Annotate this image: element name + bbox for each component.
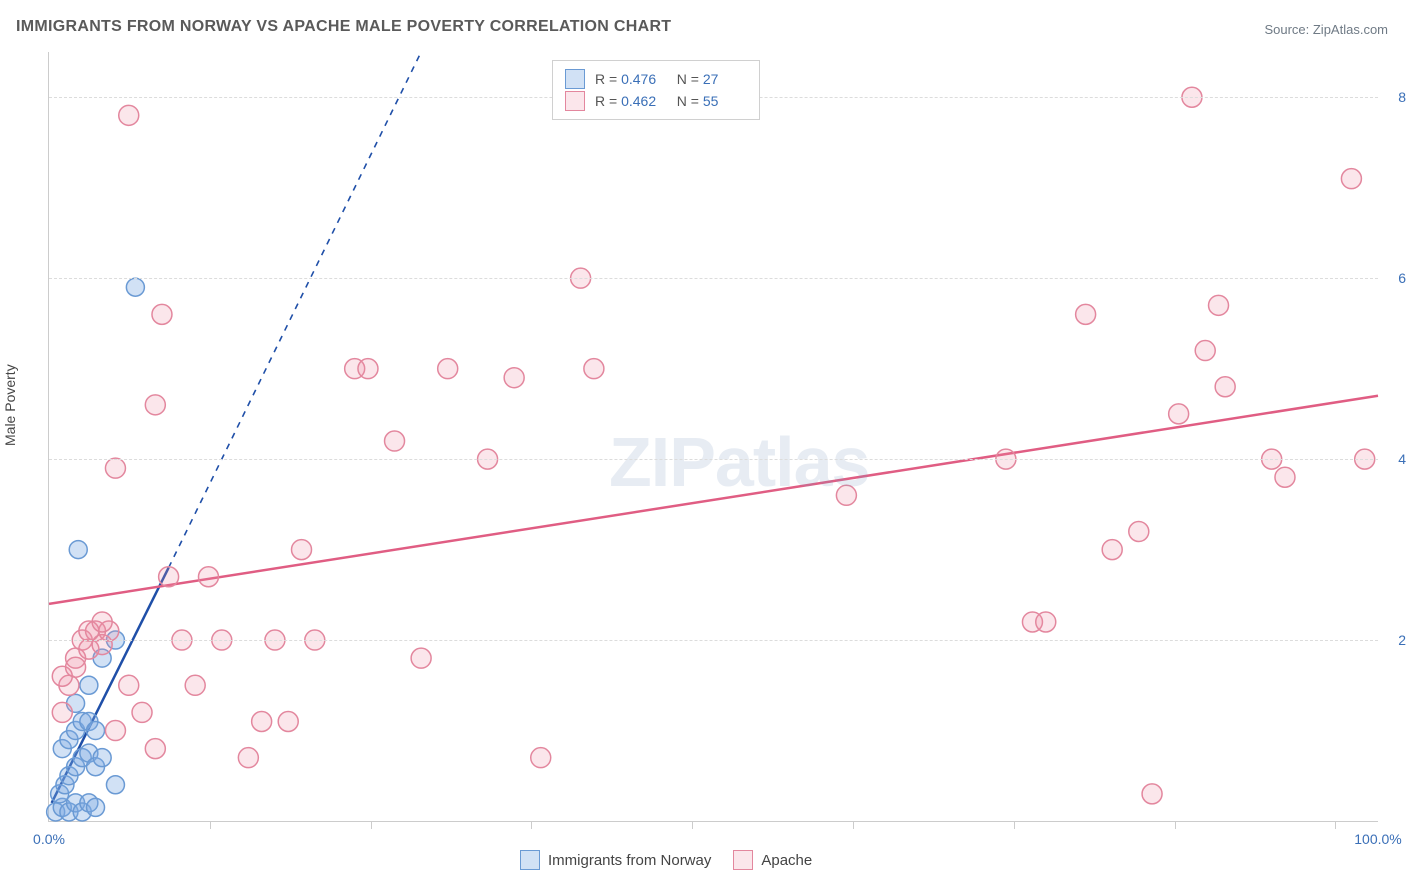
legend-swatch xyxy=(733,850,753,870)
stats-legend-row: R = 0.462 N = 55 xyxy=(565,91,747,111)
chart-svg xyxy=(49,52,1378,821)
x-tick xyxy=(1335,821,1336,829)
chart-title: IMMIGRANTS FROM NORWAY VS APACHE MALE PO… xyxy=(16,18,671,36)
x-tick-label: 0.0% xyxy=(33,831,65,847)
y-tick-label: 20.0% xyxy=(1398,632,1406,648)
gridline-h xyxy=(49,640,1378,641)
chart-container: IMMIGRANTS FROM NORWAY VS APACHE MALE PO… xyxy=(0,0,1406,892)
stats-legend: R = 0.476 N = 27R = 0.462 N = 55 xyxy=(552,60,760,120)
series-legend: Immigrants from Norway Apache xyxy=(520,850,812,870)
series-legend-label: Immigrants from Norway xyxy=(548,852,711,869)
x-tick xyxy=(692,821,693,829)
y-axis-label: Male Poverty xyxy=(2,364,18,446)
gridline-h xyxy=(49,278,1378,279)
stats-legend-row: R = 0.476 N = 27 xyxy=(565,69,747,89)
series-legend-item: Immigrants from Norway xyxy=(520,850,711,870)
y-tick-label: 40.0% xyxy=(1398,451,1406,467)
x-tick xyxy=(1014,821,1015,829)
x-tick xyxy=(1175,821,1176,829)
y-tick-label: 60.0% xyxy=(1398,270,1406,286)
gridline-h xyxy=(49,459,1378,460)
x-tick-label: 100.0% xyxy=(1354,831,1401,847)
series-legend-label: Apache xyxy=(761,852,812,869)
x-tick xyxy=(371,821,372,829)
source-credit: Source: ZipAtlas.com xyxy=(1264,22,1388,37)
x-tick xyxy=(531,821,532,829)
legend-swatch xyxy=(565,69,585,89)
series-legend-item: Apache xyxy=(733,850,812,870)
plot-area: ZIPatlas 20.0%40.0%60.0%80.0%0.0%100.0% xyxy=(48,52,1378,822)
legend-swatch xyxy=(520,850,540,870)
x-tick xyxy=(853,821,854,829)
legend-swatch xyxy=(565,91,585,111)
y-tick-label: 80.0% xyxy=(1398,89,1406,105)
x-tick xyxy=(210,821,211,829)
